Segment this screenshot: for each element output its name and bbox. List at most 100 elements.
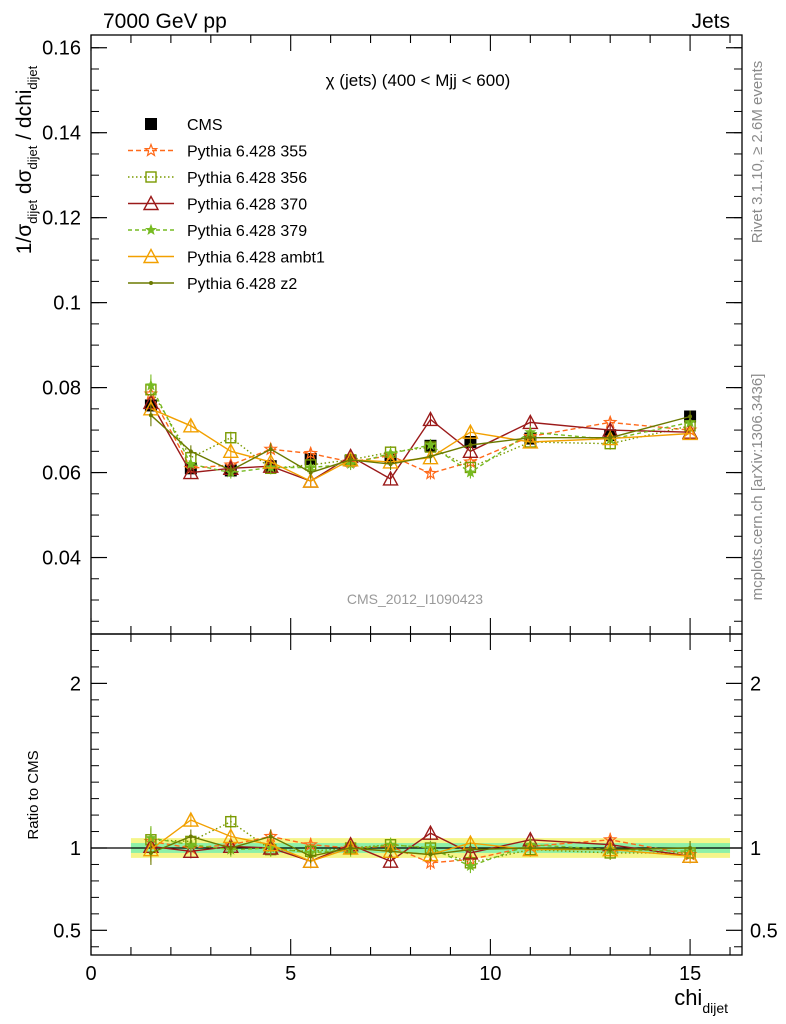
data-point	[182, 811, 200, 827]
legend-marker	[143, 142, 159, 157]
legend-marker	[145, 223, 157, 235]
data-point	[262, 836, 279, 852]
y-label-part-a: 1/σ	[13, 224, 36, 255]
legend-marker	[145, 171, 157, 183]
main-panel-ytick-label: 0.08	[42, 378, 81, 400]
x-axis-label: chidijet	[674, 985, 728, 1016]
legend-entry: Pythia 6.428 z2	[128, 276, 297, 293]
data-point	[302, 472, 319, 488]
main-panel: 0.04 0.06 0.08 0.1 0.12 0.14 0.16	[42, 34, 743, 635]
main-panel-ytick-label: 0.14	[42, 123, 81, 145]
plot-title: χ (jets) (400 < Mjj < 600)	[326, 71, 511, 90]
ratio-panel-frame	[90, 633, 743, 956]
x-axis-label-sub: dijet	[702, 1000, 728, 1016]
ratio-panel-ytick-label-right: 1	[750, 838, 761, 860]
data-point	[423, 465, 438, 480]
data-point	[428, 454, 433, 459]
series-line	[150, 835, 691, 857]
series-pythia-6-428-ambt1	[142, 397, 699, 488]
data-point	[388, 849, 393, 854]
ratio-panel-ytick-label-right: 2	[750, 673, 761, 695]
legend: CMS Pythia 6.428 355 Pythia 6.428 356 Pythi…	[128, 117, 325, 293]
ratio-panel-ytick-label: 2	[70, 673, 81, 695]
data-point	[464, 466, 477, 478]
data-point	[225, 815, 237, 828]
data-point	[528, 846, 533, 850]
series-line	[150, 837, 691, 867]
legend-label: Pythia 6.428 379	[187, 223, 307, 240]
series-line	[150, 832, 691, 862]
mcplots-side-label: mcplots.cern.ch [arXiv:1306.3436]	[749, 374, 766, 601]
data-point	[522, 433, 539, 449]
legend-entry: Pythia 6.428 370	[128, 195, 307, 214]
y-axis-label-ratio: Ratio to CMS	[25, 750, 42, 839]
data-point	[145, 379, 157, 391]
data-point	[308, 470, 313, 475]
series-line	[150, 385, 691, 474]
legend-marker	[145, 118, 157, 130]
data-point	[182, 417, 200, 433]
data-point	[382, 470, 399, 486]
data-point	[388, 462, 393, 467]
data-point	[608, 847, 613, 852]
series-line	[150, 389, 691, 470]
legend-label: Pythia 6.428 355	[187, 144, 307, 161]
series-line	[150, 408, 691, 482]
svg-text:1/σdijet dσdijet / dchidijet: 1/σdijet dσdijet / dchidijet	[13, 65, 40, 254]
legend-entry: Pythia 6.428 355	[128, 142, 307, 161]
data-point	[348, 457, 353, 462]
data-point	[182, 842, 200, 858]
y-axis-label-main: 1/σdijet dσdijet / dchidijet	[13, 65, 40, 254]
ratio-panel-ytick-label: 1	[70, 838, 81, 860]
ratio-panel-ytick-label: 0.5	[53, 920, 81, 942]
data-point	[303, 445, 319, 460]
series-line	[150, 820, 691, 864]
data-point	[424, 438, 437, 451]
legend-entry: CMS	[145, 117, 223, 134]
legend-entry: Pythia 6.428 ambt1	[128, 248, 325, 267]
x-tick-label: 0	[85, 963, 96, 985]
main-panel-ytick-label: 0.04	[42, 548, 81, 570]
analysis-watermark: CMS_2012_I1090423	[347, 591, 483, 607]
data-point	[688, 846, 693, 850]
data-point	[188, 834, 193, 839]
legend-entry: Pythia 6.428 379	[128, 223, 307, 240]
data-point	[468, 847, 473, 852]
main-panel-ytick-label: 0.12	[42, 208, 81, 230]
legend-marker	[142, 248, 160, 264]
x-tick-label: 5	[285, 963, 296, 985]
data-point	[188, 449, 193, 454]
data-point	[462, 442, 479, 459]
rivet-side-label: Rivet 3.1.10, ≥ 2.6M events	[749, 61, 766, 244]
y-label-part-b: dσ	[13, 169, 36, 200]
x-tick-label: 15	[679, 963, 701, 985]
data-point	[464, 859, 477, 872]
data-point	[681, 847, 699, 863]
data-point	[225, 432, 237, 444]
x-axis-label-main: chi	[674, 985, 702, 1010]
data-point	[428, 852, 433, 857]
legend-label: Pythia 6.428 370	[187, 197, 307, 214]
data-point	[228, 468, 233, 473]
data-point	[348, 846, 353, 850]
data-point	[302, 852, 319, 868]
header-jets-label: Jets	[691, 10, 730, 33]
data-point	[422, 410, 439, 427]
header-energy-label: 7000 GeV pp	[103, 10, 227, 33]
ratio-panel-ytick-label-right: 0.5	[750, 920, 778, 942]
data-point	[185, 838, 197, 850]
y-label-part-b-sub: dijet	[25, 145, 40, 169]
series-line	[150, 414, 691, 474]
data-point	[522, 841, 539, 857]
legend-marker	[149, 281, 153, 285]
data-point	[148, 850, 153, 855]
series-line	[150, 402, 691, 482]
data-point	[468, 442, 473, 447]
legend-label: Pythia 6.428 z2	[187, 276, 297, 293]
data-point	[185, 457, 197, 470]
data-point	[422, 824, 439, 840]
data-point	[228, 846, 233, 850]
series-pythia-6-428-z2	[148, 829, 693, 865]
x-tick-label: 10	[479, 963, 501, 985]
y-label-part-c-sub: dijet	[25, 65, 40, 89]
